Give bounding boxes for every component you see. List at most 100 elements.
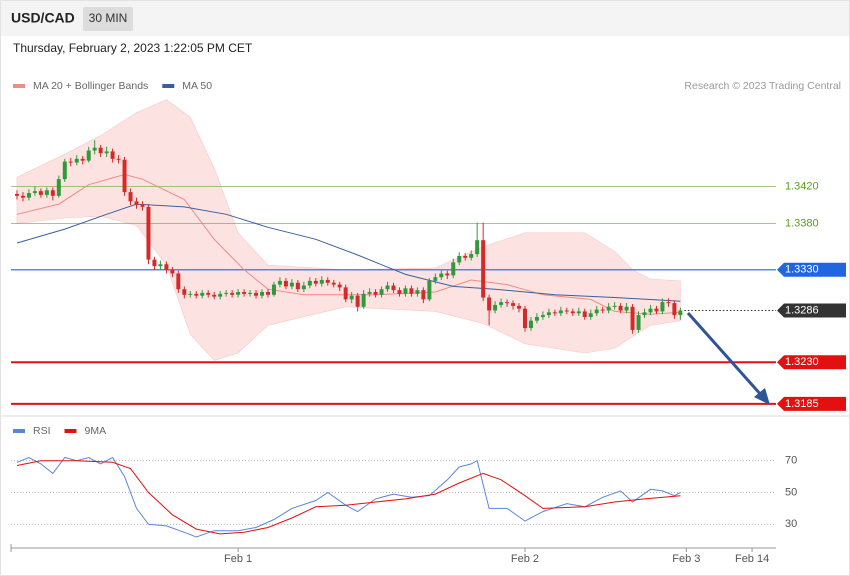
candle-body bbox=[355, 295, 360, 307]
level-label: 1.3230 bbox=[785, 356, 819, 368]
candle-body bbox=[218, 293, 223, 297]
legend-label: MA 50 bbox=[182, 80, 212, 92]
candle-body bbox=[403, 288, 408, 294]
forecast-arrowhead bbox=[754, 388, 770, 405]
candle-body bbox=[421, 290, 426, 300]
candle-body bbox=[343, 287, 348, 300]
candle-body bbox=[534, 316, 539, 321]
interval[interactable]: 30 MIN bbox=[89, 11, 128, 25]
candle-body bbox=[50, 190, 55, 196]
candle-body bbox=[74, 158, 79, 163]
candle-body bbox=[14, 193, 19, 196]
series-line bbox=[16, 203, 681, 302]
candle-body bbox=[678, 310, 683, 316]
candle-body bbox=[451, 262, 456, 276]
legend-swatch bbox=[13, 429, 25, 433]
candle-body bbox=[164, 264, 169, 270]
candle-body bbox=[116, 158, 121, 160]
candle-body bbox=[576, 311, 581, 314]
y-tick-label: 70 bbox=[785, 455, 797, 467]
candle-body bbox=[62, 161, 67, 180]
candle-body bbox=[391, 285, 396, 291]
candle-body bbox=[80, 158, 85, 161]
candle-body bbox=[283, 280, 288, 287]
candle-body bbox=[654, 308, 659, 312]
credit: Research © 2023 Trading Central bbox=[684, 80, 841, 92]
candle-body bbox=[230, 292, 235, 295]
candle-body bbox=[319, 279, 324, 284]
candle-body bbox=[618, 305, 623, 311]
candle-body bbox=[522, 308, 527, 329]
candle-body bbox=[552, 312, 557, 314]
candle-body bbox=[176, 273, 181, 290]
plot-layer: MA 20 + Bollinger Bands MA 50 1.3420 1.3380… bbox=[10, 80, 846, 565]
candle-body bbox=[600, 309, 605, 311]
level-label: 1.3286 bbox=[785, 304, 819, 316]
candle-body bbox=[612, 305, 617, 307]
level-tag bbox=[777, 355, 846, 370]
candle-body bbox=[439, 273, 444, 278]
candle-body bbox=[170, 269, 175, 274]
candle-body bbox=[511, 303, 516, 306]
candle-body bbox=[582, 311, 587, 317]
candle-body bbox=[254, 292, 259, 296]
overlay-layer bbox=[686, 312, 770, 405]
candle-body bbox=[307, 280, 312, 286]
candle-body bbox=[505, 302, 510, 304]
candle-body bbox=[415, 290, 420, 294]
legend-label: RSI bbox=[33, 425, 51, 437]
candle-body bbox=[469, 254, 474, 258]
band-layer bbox=[16, 99, 681, 361]
x-tick-label: Feb 2 bbox=[511, 553, 539, 565]
candle-body bbox=[427, 280, 432, 300]
candle-body bbox=[487, 297, 492, 311]
candle-body bbox=[182, 289, 187, 295]
candle-body bbox=[325, 279, 330, 283]
candle-body bbox=[457, 255, 462, 263]
candle-body bbox=[564, 310, 569, 312]
candle-body bbox=[265, 291, 270, 295]
candle-body bbox=[528, 320, 533, 329]
candle-body bbox=[385, 285, 390, 290]
legend-swatch bbox=[64, 429, 77, 433]
level-label: 1.3380 bbox=[785, 217, 819, 229]
candle-body bbox=[570, 311, 575, 314]
candle-body bbox=[499, 302, 504, 305]
candle-body bbox=[289, 282, 294, 287]
candle-body bbox=[606, 306, 611, 311]
candle-body bbox=[475, 240, 480, 255]
candle-body bbox=[104, 151, 109, 154]
candle-body bbox=[672, 303, 677, 316]
forecast-arrow bbox=[686, 312, 764, 397]
candle-body bbox=[128, 192, 133, 202]
candle-body bbox=[379, 289, 384, 295]
header-bar bbox=[1, 1, 849, 36]
interval-badge[interactable] bbox=[83, 7, 133, 31]
candle-body bbox=[200, 292, 205, 296]
candle-body bbox=[630, 306, 635, 330]
candle-body bbox=[481, 240, 486, 298]
candle-body bbox=[588, 313, 593, 317]
candle-body bbox=[194, 293, 199, 296]
candle-body bbox=[92, 147, 97, 151]
candle-body bbox=[122, 159, 127, 193]
candle-body bbox=[660, 302, 665, 312]
candle-body bbox=[361, 293, 366, 307]
candle-body bbox=[337, 284, 342, 288]
candle-body bbox=[301, 285, 306, 290]
candle-body bbox=[260, 291, 265, 296]
candle-body bbox=[594, 309, 599, 314]
candle-body bbox=[140, 205, 145, 207]
level-label: 1.3185 bbox=[785, 398, 819, 410]
candle-body bbox=[206, 292, 211, 295]
candle-body bbox=[152, 259, 157, 267]
candle-body bbox=[98, 147, 103, 154]
symbol: USD/CAD bbox=[11, 10, 75, 26]
x-tick-label: Feb 14 bbox=[735, 553, 769, 565]
candle-body bbox=[86, 150, 91, 161]
y-tick-label: 30 bbox=[785, 518, 797, 530]
candle-body bbox=[666, 302, 671, 304]
candle-body bbox=[331, 282, 336, 285]
candle-body bbox=[540, 315, 545, 317]
candle-body bbox=[445, 273, 450, 276]
